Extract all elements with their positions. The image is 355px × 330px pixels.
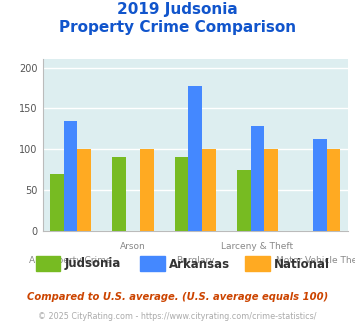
Bar (202, 149, 216, 231)
Bar (264, 149, 278, 231)
Bar (113, 157, 126, 231)
Bar (251, 126, 264, 231)
Text: © 2025 CityRating.com - https://www.cityrating.com/crime-statistics/: © 2025 CityRating.com - https://www.city… (38, 312, 317, 321)
Text: Compared to U.S. average. (U.S. average equals 100): Compared to U.S. average. (U.S. average … (27, 292, 328, 302)
Bar (313, 140, 327, 231)
Text: 2019 Judsonia: 2019 Judsonia (117, 2, 238, 16)
Text: Burglary: Burglary (176, 256, 214, 265)
Bar (327, 149, 340, 231)
Bar (50, 174, 64, 231)
Bar (175, 157, 189, 231)
Text: Property Crime Comparison: Property Crime Comparison (59, 20, 296, 35)
Text: Arson: Arson (120, 242, 146, 251)
Text: All Property Crime: All Property Crime (29, 256, 112, 265)
Text: Larceny & Theft: Larceny & Theft (222, 242, 294, 251)
Bar (77, 149, 91, 231)
Text: National: National (274, 257, 330, 271)
Bar (64, 121, 77, 231)
Bar (189, 86, 202, 231)
Text: Arkansas: Arkansas (169, 257, 230, 271)
Bar (140, 149, 153, 231)
Bar (237, 170, 251, 231)
Text: Motor Vehicle Theft: Motor Vehicle Theft (276, 256, 355, 265)
Text: Judsonia: Judsonia (65, 257, 121, 271)
